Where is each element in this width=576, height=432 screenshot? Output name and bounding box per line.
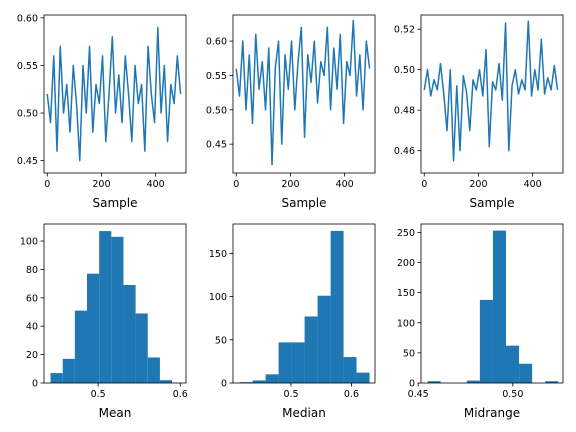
series-line-1 xyxy=(46,26,182,162)
x-tick-label-4-1: 0.5 xyxy=(91,389,106,400)
x-tick-label-6-1: 0.45 xyxy=(408,389,429,400)
y-tick-label-6-1: 0 xyxy=(409,379,415,390)
subplot-3: 0 200 400 0.46 0.48 0.50 0.52 Sample xyxy=(394,14,564,210)
histogram-bar-4-9 xyxy=(147,357,160,383)
histogram-bar-6-1 xyxy=(427,381,441,383)
histogram-bar-5-8 xyxy=(330,230,344,383)
x-axis-label-3: Sample xyxy=(470,196,515,210)
axes-frame-4 xyxy=(43,223,187,384)
y-tick-label-4-4: 60 xyxy=(26,293,38,304)
histogram-bar-6-7 xyxy=(506,345,520,383)
x-tick-label-2-3: 400 xyxy=(336,179,354,190)
y-tick-label-4-6: 100 xyxy=(20,237,38,248)
x-axis-label-2: Sample xyxy=(282,196,327,210)
y-tick-label-6-5: 200 xyxy=(397,258,415,269)
histogram-bar-4-4 xyxy=(87,273,100,383)
x-tick-label-4-2: 0.6 xyxy=(173,389,188,400)
histogram-bar-5-5 xyxy=(291,342,305,383)
x-axis-label-1: Sample xyxy=(93,196,138,210)
y-tick-label-3-4: 0.52 xyxy=(394,25,415,36)
histogram-bar-6-4 xyxy=(466,380,480,383)
y-tick-label-6-6: 250 xyxy=(397,228,415,239)
histogram-bar-6-5 xyxy=(479,299,493,383)
y-tick-label-6-4: 150 xyxy=(397,288,415,299)
y-tick-label-4-3: 40 xyxy=(26,322,38,333)
histogram-bar-6-8 xyxy=(519,363,533,383)
y-tick-label-2-4: 0.60 xyxy=(206,37,227,48)
y-tick-label-5-1: 0 xyxy=(221,379,227,390)
histogram-bar-5-10 xyxy=(356,372,370,383)
y-tick-label-2-3: 0.55 xyxy=(206,71,227,82)
histogram-bar-4-3 xyxy=(74,310,88,383)
histogram-bar-5-2 xyxy=(252,380,266,383)
histogram-bar-5-9 xyxy=(343,357,357,383)
subplot-5: 0.5 0.6 0 50 100 150 Median xyxy=(209,223,376,420)
x-tick-label-3-2: 200 xyxy=(469,179,487,190)
y-tick-label-5-2: 50 xyxy=(215,335,227,346)
y-tick-label-2-2: 0.50 xyxy=(206,105,227,116)
histogram-bar-4-1 xyxy=(50,373,63,383)
x-tick-label-3-1: 0 xyxy=(421,179,427,190)
y-tick-label-6-2: 50 xyxy=(403,348,415,359)
x-tick-label-1-2: 200 xyxy=(92,179,110,190)
x-tick-label-3-3: 400 xyxy=(524,179,542,190)
x-tick-label-5-2: 0.6 xyxy=(344,389,359,400)
y-tick-label-3-2: 0.48 xyxy=(394,106,415,117)
histogram-bar-5-6 xyxy=(304,316,318,383)
histogram-bar-6-6 xyxy=(492,230,507,384)
y-tick-label-1-2: 0.50 xyxy=(17,109,38,120)
y-tick-label-5-3: 100 xyxy=(209,292,227,303)
histogram-bar-4-2 xyxy=(62,358,75,383)
y-tick-label-3-3: 0.50 xyxy=(394,65,415,76)
y-tick-label-4-5: 80 xyxy=(26,265,38,276)
y-tick-label-6-3: 100 xyxy=(397,318,415,329)
axes-frame-1 xyxy=(43,14,187,174)
histogram-bar-5-7 xyxy=(317,295,331,383)
histogram-bar-5-3 xyxy=(265,374,279,383)
axes-frame-6 xyxy=(420,223,564,384)
x-tick-label-2-1: 0 xyxy=(233,179,239,190)
axes-frame-3 xyxy=(420,14,564,174)
histogram-bar-4-7 xyxy=(123,285,136,383)
histogram-bar-4-6 xyxy=(111,236,124,383)
subplot-4: 0.5 0.6 0 20 40 60 80 100 Mean xyxy=(20,223,188,420)
x-tick-label-2-2: 200 xyxy=(281,179,299,190)
y-tick-label-1-4: 0.60 xyxy=(17,13,38,24)
histogram-bar-5-4 xyxy=(278,342,292,383)
y-tick-label-5-4: 150 xyxy=(209,249,227,260)
x-tick-label-1-3: 400 xyxy=(147,179,165,190)
subplot-6: 0.45 0.50 0 50 100 150 200 250 Midrange xyxy=(397,223,564,420)
series-line-3 xyxy=(423,20,559,162)
subplot-2: 0 200 400 0.45 0.50 0.55 0.60 Sample xyxy=(206,14,376,210)
x-axis-label-6: Midrange xyxy=(464,406,520,420)
subplot-1: 0 200 400 0.45 0.50 0.55 0.60 Sample xyxy=(17,13,187,210)
axes-frame-2 xyxy=(232,14,376,174)
series-line-2 xyxy=(235,19,371,166)
histogram-bar-5-1 xyxy=(239,382,253,383)
y-tick-label-4-2: 20 xyxy=(26,350,38,361)
y-tick-label-1-3: 0.55 xyxy=(17,61,38,72)
y-tick-label-2-1: 0.45 xyxy=(206,140,227,151)
x-tick-label-1-1: 0 xyxy=(44,179,50,190)
y-tick-label-3-1: 0.46 xyxy=(394,146,415,157)
y-tick-label-4-1: 0 xyxy=(32,379,38,390)
y-tick-label-1-1: 0.45 xyxy=(17,156,38,167)
x-axis-label-5: Median xyxy=(282,406,326,420)
histogram-bar-4-10 xyxy=(159,380,173,383)
axes-frame-5 xyxy=(232,223,376,384)
x-tick-label-6-2: 0.50 xyxy=(502,389,523,400)
x-tick-label-5-1: 0.5 xyxy=(283,389,298,400)
histogram-bar-4-8 xyxy=(135,313,148,383)
histogram-bar-4-5 xyxy=(99,231,112,383)
histogram-bar-6-10 xyxy=(545,381,559,383)
x-axis-label-4: Mean xyxy=(99,406,132,420)
